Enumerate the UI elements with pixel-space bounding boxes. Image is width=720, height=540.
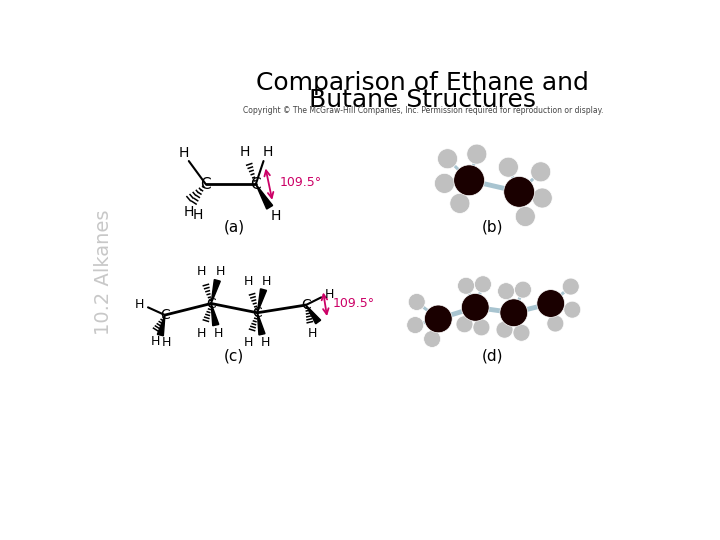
Circle shape: [500, 299, 528, 327]
Text: 10.2 Alkanes: 10.2 Alkanes: [94, 210, 113, 335]
Circle shape: [547, 315, 564, 332]
Circle shape: [467, 144, 487, 164]
Circle shape: [537, 289, 564, 318]
Circle shape: [425, 305, 452, 333]
Polygon shape: [257, 289, 266, 313]
Text: C: C: [251, 177, 261, 192]
Text: H: H: [197, 327, 207, 340]
Text: C: C: [301, 298, 311, 312]
Text: Butane Structures: Butane Structures: [310, 88, 536, 112]
Circle shape: [516, 206, 535, 226]
Text: 109.5°: 109.5°: [333, 297, 374, 310]
Circle shape: [423, 330, 441, 347]
Text: H: H: [135, 298, 144, 310]
Circle shape: [434, 173, 454, 193]
Text: C: C: [160, 308, 170, 322]
Text: H: H: [271, 210, 281, 224]
Circle shape: [474, 276, 492, 293]
Circle shape: [564, 301, 581, 318]
Polygon shape: [158, 315, 165, 336]
Text: H: H: [240, 145, 251, 159]
Circle shape: [457, 278, 474, 294]
Circle shape: [496, 321, 513, 338]
Text: C: C: [200, 177, 211, 192]
Text: H: H: [214, 327, 223, 340]
Polygon shape: [211, 280, 220, 303]
Circle shape: [504, 177, 534, 207]
Text: (c): (c): [224, 348, 244, 363]
Polygon shape: [256, 184, 273, 209]
Text: H: H: [151, 335, 161, 348]
Text: H: H: [307, 327, 317, 340]
Circle shape: [515, 281, 531, 298]
Text: 109.5°: 109.5°: [279, 176, 322, 189]
Text: H: H: [179, 146, 189, 160]
Text: Copyright © The McGraw-Hill Companies, Inc. Permission required for reproduction: Copyright © The McGraw-Hill Companies, I…: [243, 106, 603, 114]
Circle shape: [407, 316, 423, 334]
Circle shape: [456, 316, 473, 333]
Polygon shape: [257, 313, 265, 335]
Circle shape: [473, 319, 490, 336]
Text: H: H: [243, 336, 253, 349]
Text: (a): (a): [224, 219, 245, 234]
Polygon shape: [211, 303, 219, 326]
Text: H: H: [162, 336, 171, 349]
Circle shape: [438, 148, 457, 168]
Text: H: H: [261, 336, 270, 349]
Circle shape: [513, 325, 530, 341]
Text: (d): (d): [482, 348, 503, 363]
Text: H: H: [184, 205, 194, 219]
Circle shape: [408, 293, 426, 310]
Circle shape: [498, 283, 515, 300]
Text: H: H: [324, 288, 333, 301]
Circle shape: [562, 278, 579, 295]
Text: H: H: [193, 208, 203, 222]
Polygon shape: [306, 305, 320, 324]
Text: H: H: [262, 275, 271, 288]
Text: H: H: [243, 275, 253, 288]
Circle shape: [498, 157, 518, 177]
Text: C: C: [206, 296, 216, 310]
Text: C: C: [253, 306, 262, 320]
Circle shape: [462, 294, 489, 321]
Text: H: H: [263, 145, 274, 159]
Text: Comparison of Ethane and: Comparison of Ethane and: [256, 71, 590, 95]
Text: H: H: [216, 266, 225, 279]
Circle shape: [454, 165, 485, 195]
Circle shape: [450, 193, 470, 213]
Text: (b): (b): [482, 219, 503, 234]
Circle shape: [532, 188, 552, 208]
Circle shape: [531, 162, 551, 182]
Text: H: H: [197, 266, 207, 279]
